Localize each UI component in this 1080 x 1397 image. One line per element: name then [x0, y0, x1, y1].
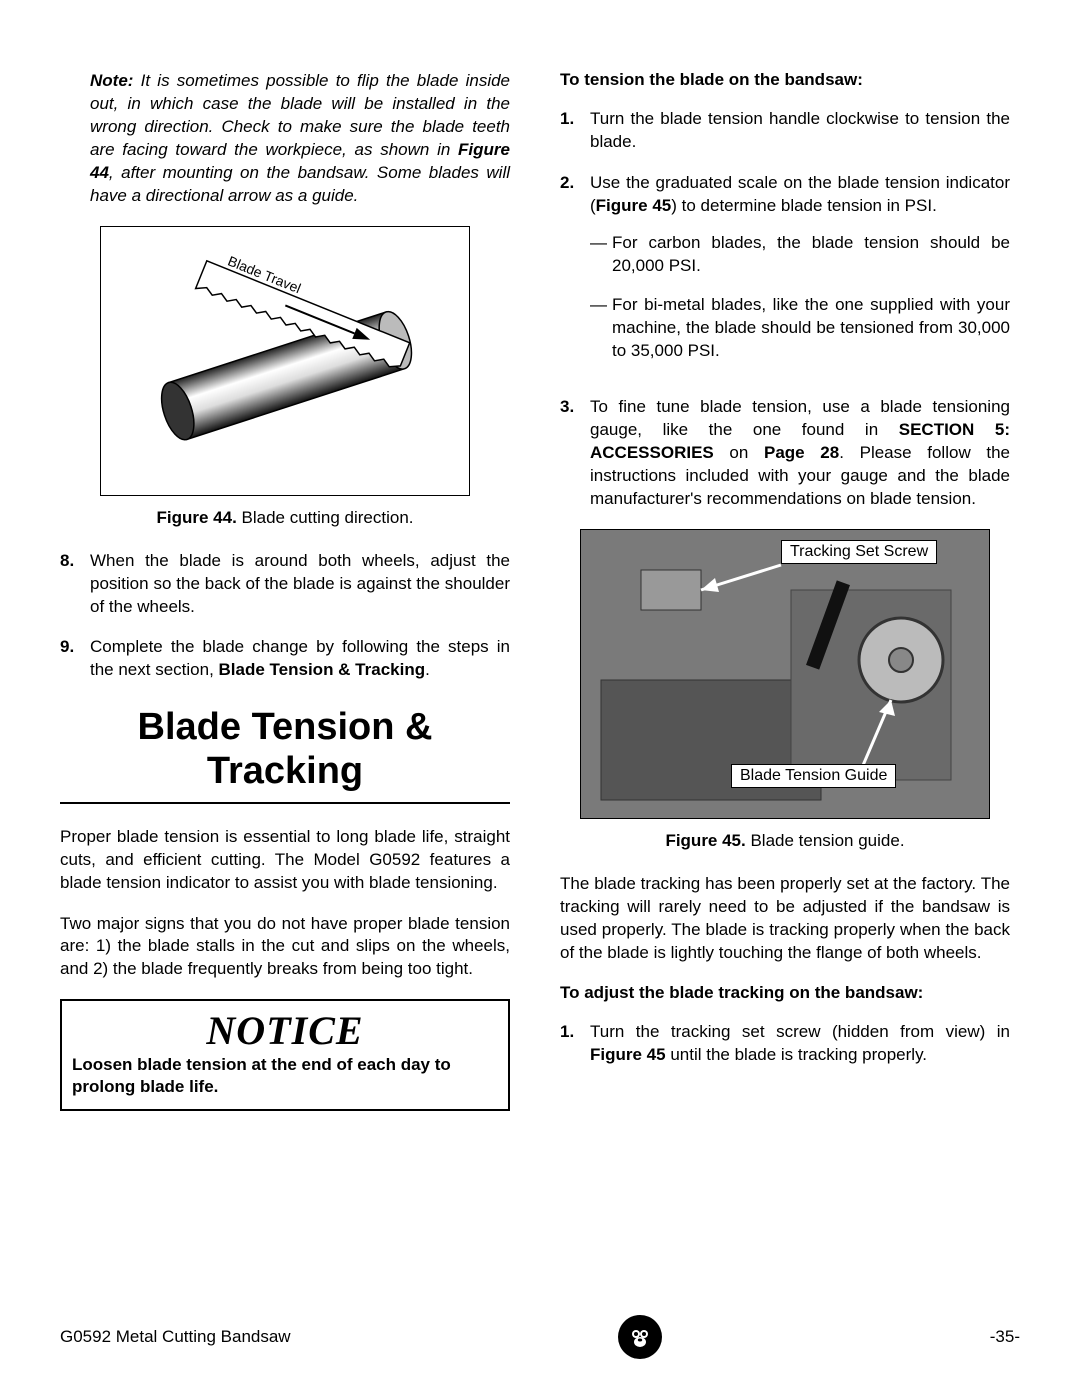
footer-logo-icon [618, 1315, 662, 1359]
tracking-steps: 1. Turn the tracking set screw (hidden f… [560, 1021, 1010, 1067]
note-paragraph: Note: It is sometimes possible to flip t… [60, 70, 510, 208]
step-8: 8. When the blade is around both wheels,… [60, 550, 510, 619]
note-text-1: It is sometimes possible to flip the bla… [90, 71, 510, 159]
note-text-2: , after mounting on the bandsaw. Some bl… [90, 163, 510, 205]
figure-45-caption: Figure 45. Blade tension guide. [560, 831, 1010, 851]
right-column: To tension the blade on the bandsaw: 1. … [560, 70, 1010, 1111]
footer-left: G0592 Metal Cutting Bandsaw [60, 1327, 291, 1347]
tracking-step-1: 1. Turn the tracking set screw (hidden f… [560, 1021, 1010, 1067]
dash-list: For carbon blades, the blade tension sho… [590, 232, 1010, 363]
tension-para-2: Two major signs that you do not have pro… [60, 913, 510, 982]
section-rule [60, 802, 510, 804]
figure-44-svg: Blade Travel [101, 226, 469, 496]
tension-step-1: 1. Turn the blade tension handle clockwi… [560, 108, 1010, 154]
note-label: Note: [90, 71, 133, 90]
tension-step-2: 2. Use the graduated scale on the blade … [560, 172, 1010, 379]
section-title: Blade Tension & Tracking [60, 706, 510, 793]
tracking-para: The blade tracking has been properly set… [560, 873, 1010, 965]
subhead-tension: To tension the blade on the bandsaw: [560, 70, 1010, 90]
label-tracking-screw: Tracking Set Screw [781, 540, 937, 564]
figure-44-box: Blade Travel [100, 226, 470, 496]
tension-para-1: Proper blade tension is essential to lon… [60, 826, 510, 895]
tension-step-3: 3. To fine tune blade tension, use a bla… [560, 396, 1010, 511]
step-9: 9. Complete the blade change by followin… [60, 636, 510, 682]
figure-45-box: Tracking Set Screw Blade Tension Guide [580, 529, 990, 819]
notice-box: NOTICE Loosen blade tension at the end o… [60, 999, 510, 1110]
tension-steps: 1. Turn the blade tension handle clockwi… [560, 108, 1010, 511]
left-column: Note: It is sometimes possible to flip t… [60, 70, 510, 1111]
notice-body: Loosen blade tension at the end of each … [72, 1054, 498, 1098]
left-steps: 8. When the blade is around both wheels,… [60, 550, 510, 683]
page-footer: G0592 Metal Cutting Bandsaw -35- [60, 1315, 1020, 1359]
dash-bimetal: For bi-metal blades, like the one suppli… [612, 294, 1010, 363]
notice-title: NOTICE [72, 1007, 498, 1054]
label-tension-guide: Blade Tension Guide [731, 764, 896, 788]
dash-carbon: For carbon blades, the blade tension sho… [612, 232, 1010, 278]
footer-right: -35- [990, 1327, 1020, 1347]
figure-44-caption: Figure 44. Blade cutting direction. [60, 508, 510, 528]
subhead-tracking: To adjust the blade tracking on the band… [560, 983, 1010, 1003]
